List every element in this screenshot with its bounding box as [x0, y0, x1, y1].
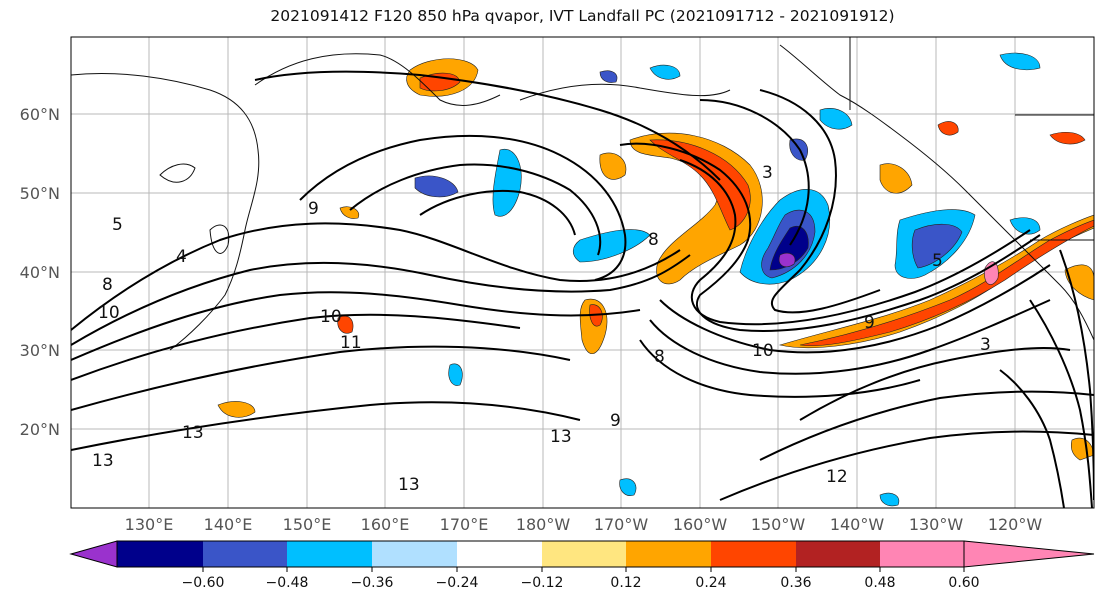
- contour-label: 13: [92, 451, 114, 471]
- contour-label: 9: [308, 199, 319, 219]
- positive-anomaly-area: [799, 219, 1094, 347]
- colorbar-swatch: [117, 541, 203, 567]
- lon-label: 130°E: [125, 515, 174, 534]
- lon-label: 170°E: [440, 515, 489, 534]
- colorbar-label: −0.24: [436, 575, 479, 591]
- lon-label: 150°W: [751, 515, 806, 534]
- lat-label: 20°N: [20, 420, 60, 439]
- colorbar-label: −0.36: [351, 575, 394, 591]
- negative-anomaly-area: [999, 52, 1041, 71]
- colorbar-swatch: [372, 541, 457, 567]
- contour-label: 8: [102, 275, 113, 295]
- positive-anomaly-area: [649, 139, 751, 231]
- colorbar-swatch: [796, 541, 880, 567]
- lat-label: 40°N: [20, 263, 60, 282]
- map-frame: [70, 36, 1095, 509]
- negative-anomaly-area: [414, 175, 459, 198]
- negative-anomaly-area: [819, 108, 853, 130]
- positive-anomaly-area: [1049, 131, 1086, 145]
- colorbar-outline: [116, 540, 965, 568]
- negative-anomaly-area: [619, 478, 637, 496]
- contour-label: 10: [752, 341, 774, 361]
- colorbar-label: 0.24: [695, 575, 726, 591]
- colorbar-label: −0.48: [266, 575, 309, 591]
- colorbar-label: −0.60: [182, 575, 225, 591]
- contour-label: 12: [826, 467, 848, 487]
- positive-anomaly-area: [1064, 264, 1094, 301]
- negative-anomaly-area: [879, 492, 900, 507]
- lat-label: 50°N: [20, 184, 60, 203]
- positive-anomaly-area: [778, 214, 1094, 349]
- negative-anomaly-area: [778, 252, 796, 267]
- lon-label: 120°W: [988, 515, 1043, 534]
- colorbar-labels: −0.60 −0.48 −0.36 −0.24 −0.12 0.12 0.24 …: [182, 575, 980, 591]
- lat-label: 30°N: [20, 341, 60, 360]
- contour-label: 13: [550, 427, 572, 447]
- colorbar-label: 0.12: [610, 575, 641, 591]
- contour-label: 13: [398, 475, 420, 495]
- contour-label: 5: [112, 215, 123, 235]
- contour-label: 3: [762, 163, 773, 183]
- colorbar-swatch: [711, 541, 796, 567]
- contour-label: 8: [654, 347, 665, 367]
- positive-anomaly-area: [599, 152, 627, 180]
- contour-label: 11: [340, 333, 362, 353]
- negative-anomaly-area: [649, 64, 681, 80]
- contour-labels: 5 4 9 10 11 13 13 8 3 8 9 10 9 12 13 13 …: [92, 163, 991, 495]
- colorbar: −0.60 −0.48 −0.36 −0.24 −0.12 0.12 0.24 …: [69, 540, 1095, 591]
- negative-anomaly-area: [448, 363, 463, 386]
- map-plot-area: 5 4 9 10 11 13 13 8 3 8 9 10 9 12 13 13 …: [70, 36, 1095, 509]
- colorbar-swatch: [203, 541, 287, 567]
- lat-label: 60°N: [20, 105, 60, 124]
- gridlines: [71, 37, 1094, 508]
- colorbar-ticks: [202, 567, 965, 572]
- positive-anomaly-area: [339, 206, 360, 219]
- colorbar-high-extend: [963, 540, 1095, 568]
- contour-label: 10: [98, 303, 120, 323]
- negative-anomaly-area: [572, 229, 651, 263]
- contour-label: 4: [176, 247, 187, 267]
- colorbar-label: −0.12: [521, 575, 564, 591]
- lon-label: 170°W: [594, 515, 649, 534]
- latitude-labels: 60°N 50°N 40°N 30°N 20°N: [20, 105, 60, 439]
- positive-anomaly-area: [937, 121, 959, 136]
- colorbar-swatch: [542, 541, 626, 567]
- contour-label: 3: [980, 335, 991, 355]
- colorbar-label: 0.60: [948, 575, 979, 591]
- colorbar-label: 0.36: [780, 575, 811, 591]
- contour-label: 9: [610, 411, 621, 431]
- coastlines: [71, 37, 1094, 351]
- colorbar-label: 0.48: [864, 575, 895, 591]
- colorbar-swatch: [626, 541, 711, 567]
- negative-anomaly-area: [599, 70, 618, 83]
- contour-label: 9: [864, 313, 875, 333]
- colorbar-swatch: [287, 541, 372, 567]
- lon-label: 160°E: [361, 515, 410, 534]
- lon-label: 140°E: [204, 515, 253, 534]
- lon-label: 130°W: [909, 515, 964, 534]
- positive-anomaly-area: [879, 163, 913, 194]
- positive-anomaly-area: [217, 401, 256, 418]
- contour-label: 13: [182, 423, 204, 443]
- colorbar-swatch: [880, 541, 964, 567]
- positive-anomaly-area: [419, 72, 461, 92]
- contour-label: 5: [932, 251, 943, 271]
- contour-label: 8: [648, 230, 659, 250]
- map-title: 2021091412 F120 850 hPa qvapor, IVT Land…: [270, 7, 895, 25]
- lon-label: 180°W: [516, 515, 571, 534]
- longitude-labels: 130°E 140°E 150°E 160°E 170°E 180°W 170°…: [125, 515, 1043, 534]
- colorbar-swatch: [457, 541, 542, 567]
- lon-label: 160°W: [673, 515, 728, 534]
- lon-label: 150°E: [283, 515, 332, 534]
- contour-label: 10: [320, 307, 342, 327]
- negative-anomaly-area: [911, 223, 963, 269]
- colorbar-low-extend: [69, 540, 118, 568]
- lon-label: 140°W: [830, 515, 885, 534]
- negative-anomaly-area: [1009, 217, 1041, 235]
